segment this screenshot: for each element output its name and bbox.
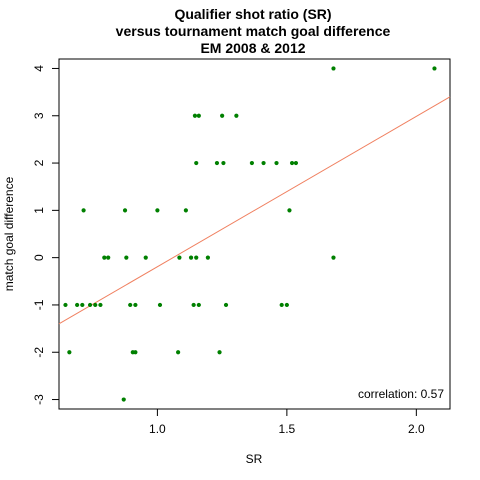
data-point (176, 350, 181, 355)
chart-title-group: Qualifier shot ratio (SR) versus tournam… (116, 6, 391, 56)
data-point (192, 113, 198, 118)
data-point (194, 255, 199, 260)
data-point (217, 350, 222, 355)
y-tick-label: 2 (32, 159, 46, 166)
y-tick-label: 3 (32, 112, 46, 119)
data-point (432, 66, 437, 71)
data-point (177, 255, 182, 260)
data-point (121, 397, 126, 402)
data-point (223, 302, 229, 308)
chart-title-line-1: Qualifier shot ratio (SR) (174, 6, 331, 22)
regression-line-group (58, 96, 451, 325)
data-point (63, 302, 68, 308)
data-point (157, 302, 163, 308)
data-point (155, 208, 160, 213)
data-point (221, 160, 226, 166)
data-point (261, 160, 266, 166)
x-axis-label: SR (246, 452, 263, 466)
data-point (289, 160, 295, 166)
y-tick-label: 1 (32, 207, 46, 214)
data-point (122, 208, 128, 213)
data-point (93, 302, 98, 308)
data-point (81, 208, 86, 213)
data-point (188, 255, 194, 260)
data-point (183, 208, 188, 213)
data-point (220, 113, 225, 118)
y-axis-label: match goal difference (2, 176, 16, 291)
data-point (214, 160, 220, 166)
y-axis: -3 -2 -1 0 1 2 3 4 (32, 65, 59, 405)
x-tick-label: 2.0 (408, 422, 425, 436)
data-point (279, 302, 284, 308)
data-point (133, 350, 138, 355)
x-tick-label: 1.0 (149, 422, 166, 436)
data-point (106, 255, 111, 260)
y-tick-label: 0 (32, 254, 46, 261)
data-points (63, 66, 437, 402)
data-point (143, 255, 148, 260)
x-axis: 1.0 1.5 2.0 (149, 409, 425, 436)
y-tick-label: -1 (32, 299, 46, 310)
data-point (128, 302, 133, 308)
x-tick-label: 1.5 (279, 422, 296, 436)
data-point (205, 255, 210, 260)
data-point (80, 302, 85, 308)
y-tick-label: 4 (32, 65, 46, 72)
data-point (287, 208, 292, 213)
regression-line (58, 96, 451, 325)
data-point (196, 302, 201, 308)
data-point (234, 113, 239, 118)
data-point (196, 113, 201, 118)
data-point (124, 255, 129, 260)
data-point (293, 160, 299, 166)
data-point (67, 350, 72, 355)
data-point (249, 160, 255, 166)
y-tick-label: -3 (32, 394, 46, 405)
correlation-annotation: correlation: 0.57 (358, 387, 444, 401)
chart-title-line-3: EM 2008 & 2012 (200, 40, 305, 56)
data-point (98, 302, 103, 308)
data-point (331, 66, 336, 71)
data-point (102, 255, 107, 260)
y-tick-label: -2 (32, 347, 46, 358)
data-point (75, 302, 80, 308)
data-point (284, 302, 289, 308)
data-point (87, 302, 93, 308)
plot-frame (58, 58, 451, 410)
data-point (133, 302, 138, 308)
chart-title-line-2: versus tournament match goal difference (116, 23, 391, 39)
data-point (194, 160, 199, 166)
data-point (274, 160, 279, 166)
data-point (331, 255, 336, 260)
data-point (191, 302, 196, 308)
